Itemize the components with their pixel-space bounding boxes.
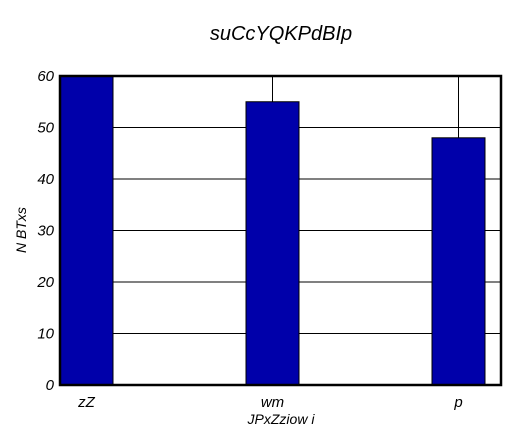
- y-tick-label: 40: [37, 171, 54, 188]
- bar-wm: [245, 101, 300, 386]
- y-tick-label: 10: [37, 326, 54, 343]
- x-axis-label: JPxZziow i: [247, 411, 316, 427]
- y-tick-label: 20: [36, 274, 54, 291]
- y-axis-label: N BTxs: [13, 207, 29, 253]
- x-tick-label: zZ: [77, 394, 96, 411]
- x-tick-label: p: [453, 394, 462, 411]
- x-tick-label: wm: [261, 394, 284, 411]
- y-tick-label: 30: [37, 223, 54, 240]
- y-tick-label: 60: [37, 68, 54, 85]
- y-tick-label: 50: [37, 120, 54, 137]
- y-axis-ticks: 0 10 20 30 40 50 60: [36, 68, 54, 394]
- error-bars: [272, 76, 459, 138]
- y-tick-label: 0: [46, 377, 55, 394]
- bar-p: [431, 137, 486, 386]
- bar-zZ: [59, 75, 114, 386]
- plot-frame: [58, 74, 503, 387]
- x-axis-ticks: zZ wm p: [77, 394, 463, 411]
- chart-title: suCcYQKPdBIp: [210, 23, 352, 45]
